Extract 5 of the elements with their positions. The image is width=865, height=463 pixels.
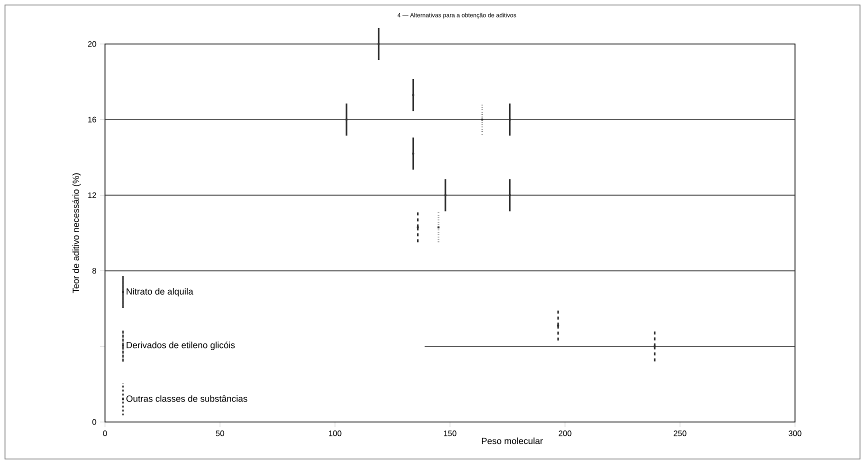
y-axis-title: Teor de aditivo necessário (%): [72, 173, 81, 294]
legend-label: Nitrato de alquila: [126, 288, 194, 296]
x-axis-title: Peso molecular: [482, 438, 543, 444]
legend-label: Derivados de etileno glicóis: [126, 342, 235, 350]
legend-label: Outras classes de substâncias: [126, 395, 248, 402]
